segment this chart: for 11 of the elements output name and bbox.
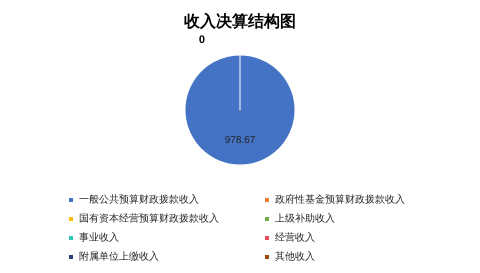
chart-title: 收入决算结构图 xyxy=(184,12,296,30)
legend-label: 上级补助收入 xyxy=(275,212,335,224)
legend-label: 国有资本经营预算财政拨款收入 xyxy=(79,212,219,224)
text: 0 xyxy=(198,34,205,46)
legend-label: 其他收入 xyxy=(275,250,315,262)
data-label: 978.67 xyxy=(224,135,256,146)
legend-label: 事业收入 xyxy=(79,232,119,244)
legend-label: 一般公共预算财政拨款收入 xyxy=(79,194,199,206)
legend-label: 政府性基金预算财政拨款收入 xyxy=(275,194,405,206)
legend-label: 经营收入 xyxy=(275,232,315,244)
legend-label: 附属单位上缴收入 xyxy=(79,250,159,262)
